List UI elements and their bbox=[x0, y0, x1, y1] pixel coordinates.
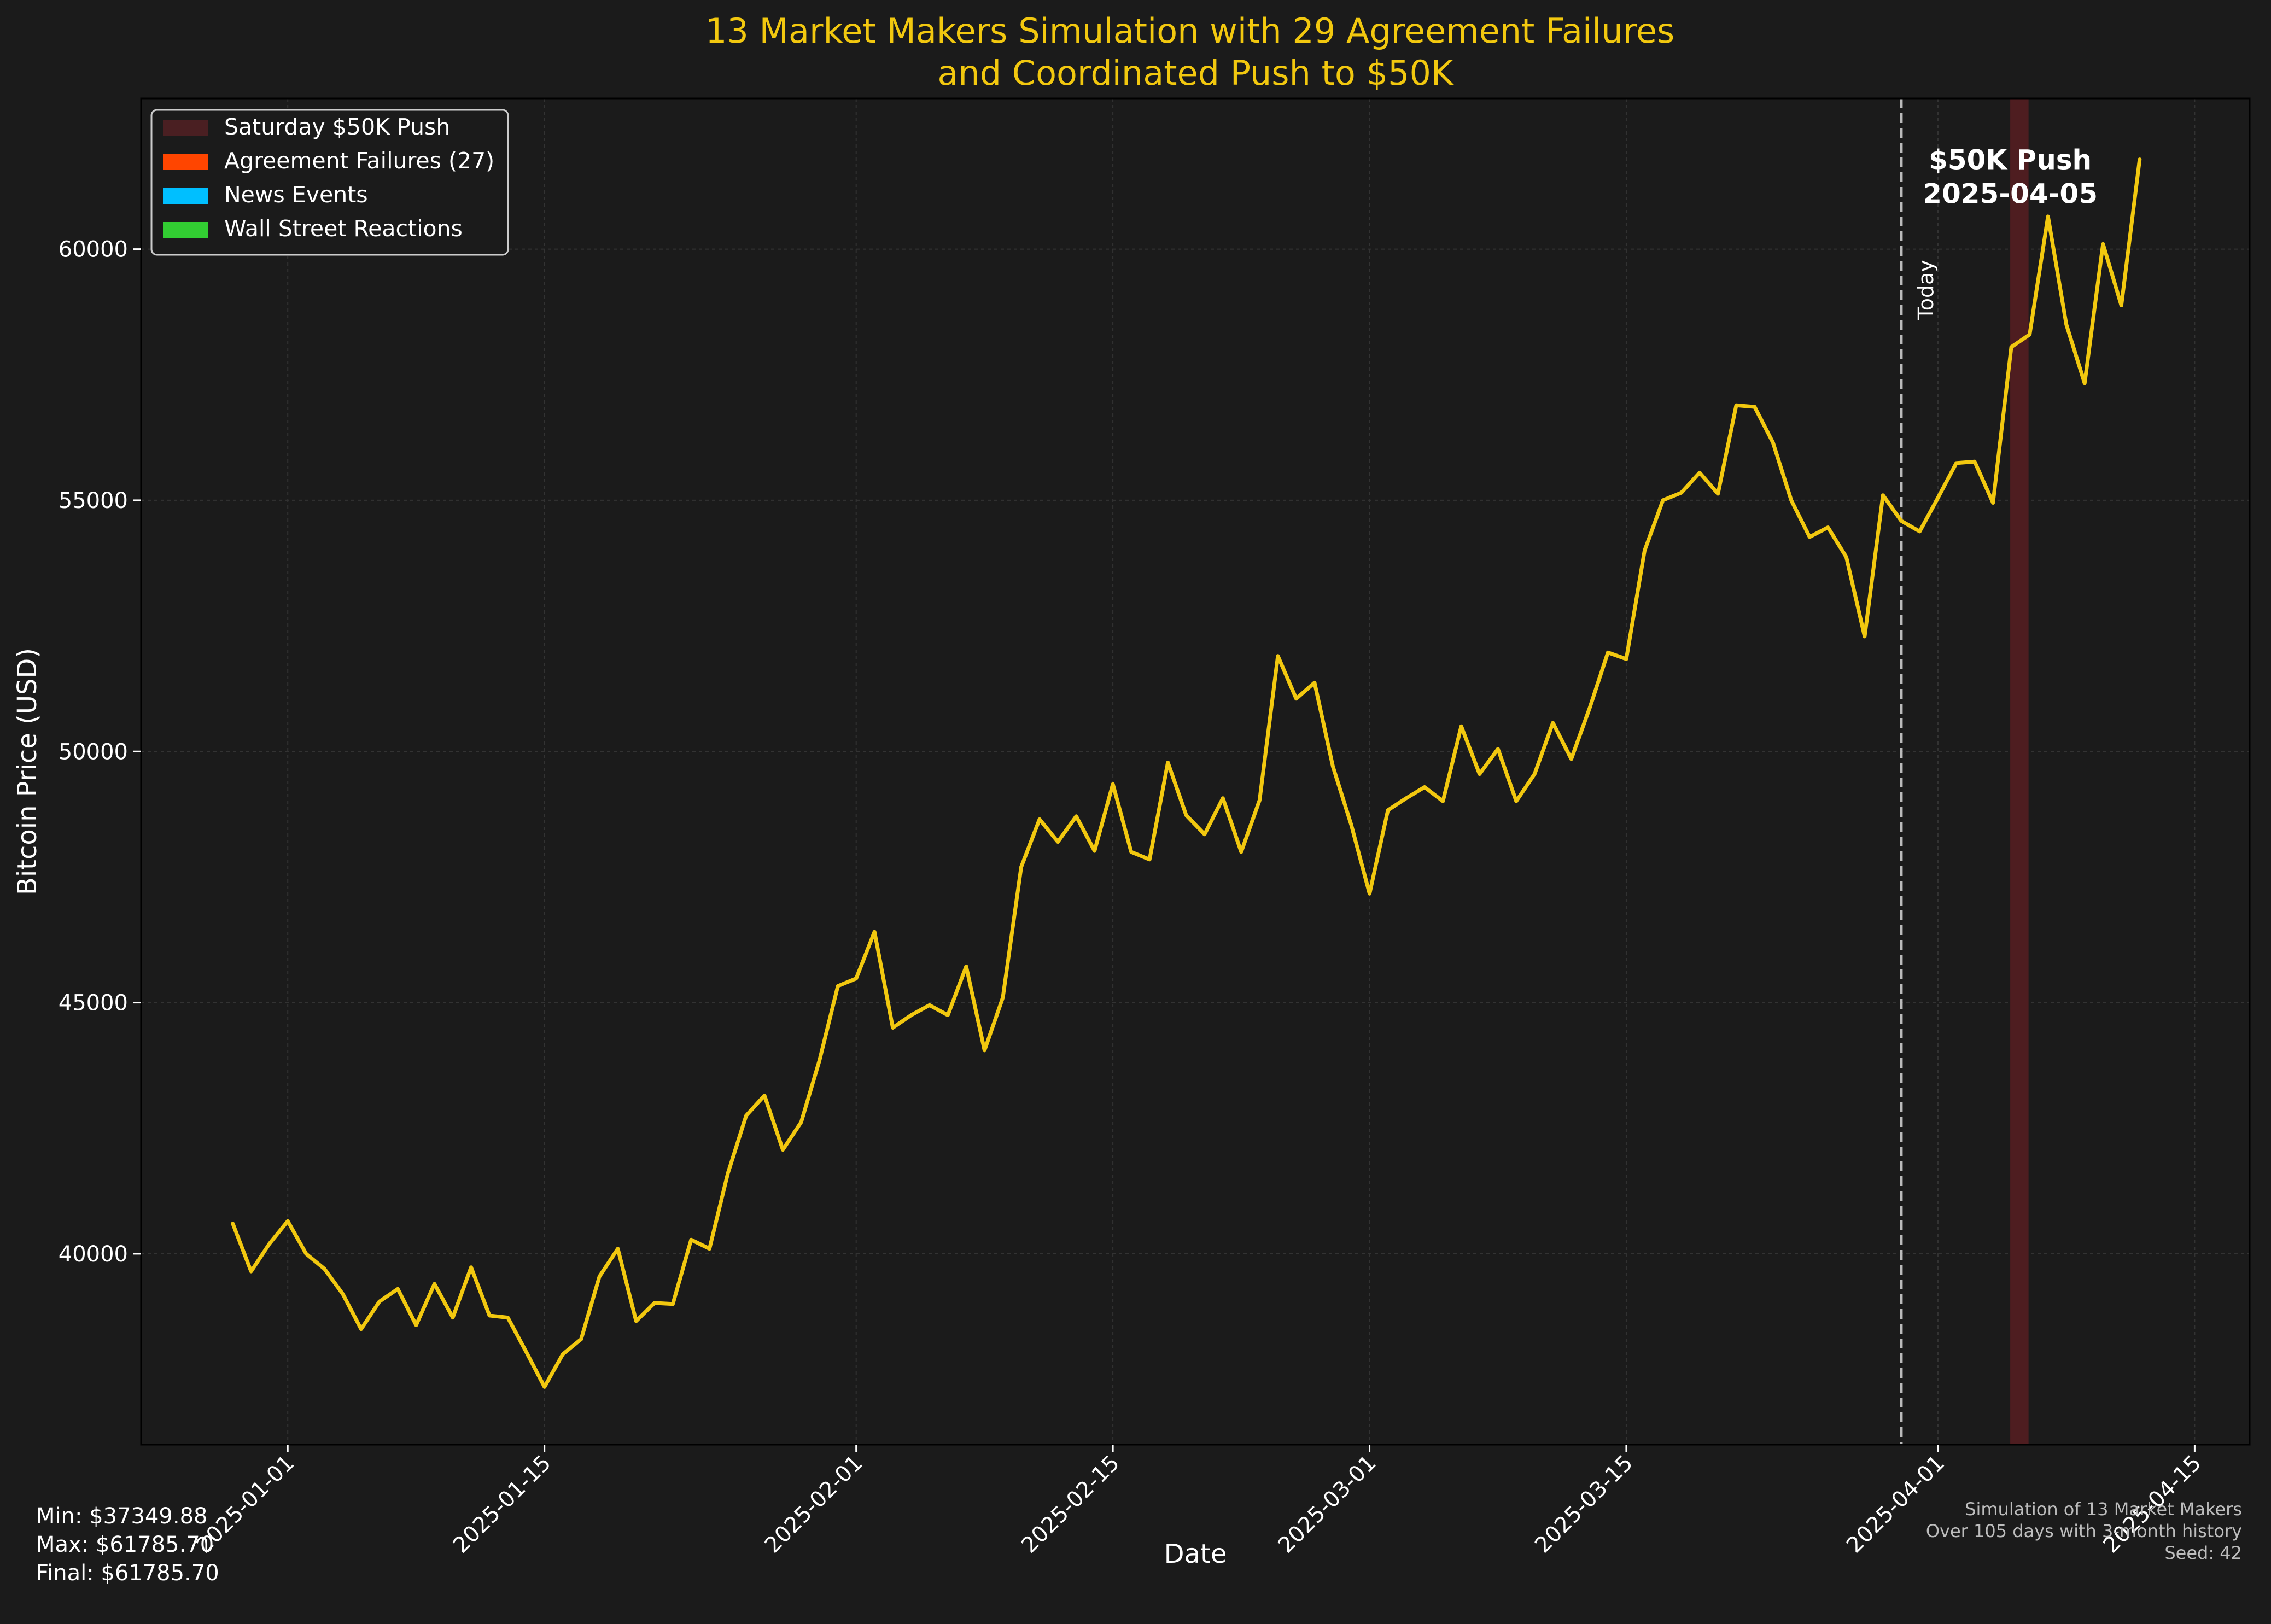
y-tick-label: 50000 bbox=[59, 739, 128, 764]
y-tick-label: 40000 bbox=[59, 1242, 128, 1267]
legend-entry-label: Saturday $50K Push bbox=[224, 114, 450, 140]
footer-line: Seed: 42 bbox=[2164, 1543, 2242, 1563]
grid bbox=[141, 98, 2250, 1445]
y-axis: 40000 45000 50000 55000 60000 bbox=[59, 237, 141, 1267]
stats-line: Max: $61785.70 bbox=[36, 1532, 214, 1557]
legend-entry-label: Agreement Failures (27) bbox=[224, 148, 494, 174]
chart-title-line-2: and Coordinated Push to $50K bbox=[937, 53, 1453, 93]
price-series-line bbox=[231, 157, 2142, 1389]
stats-line: Min: $37349.88 bbox=[36, 1504, 207, 1529]
annotation-line-2: 2025-04-05 bbox=[1923, 178, 2098, 210]
y-tick-label: 45000 bbox=[59, 991, 128, 1016]
annotation-line-1: $50K Push bbox=[1929, 144, 2092, 176]
today-label: Today bbox=[1914, 260, 1938, 320]
chart-title-line-1: 13 Market Makers Simulation with 29 Agre… bbox=[705, 11, 1674, 51]
footer-line: Simulation of 13 Market Makers bbox=[1965, 1499, 2242, 1520]
series-layer bbox=[231, 157, 2142, 1389]
today-layer: Today bbox=[1900, 98, 1938, 1445]
chart-title: 13 Market Makers Simulation with 29 Agre… bbox=[705, 11, 1685, 93]
footer-line: Over 105 days with 3-month history bbox=[1926, 1521, 2242, 1541]
stats-line: Final: $61785.70 bbox=[36, 1561, 219, 1586]
legend-entry-label: News Events bbox=[224, 182, 368, 208]
push-band bbox=[2010, 98, 2029, 1445]
legend-swatch bbox=[163, 222, 208, 238]
x-axis-label: Date bbox=[1164, 1539, 1227, 1569]
legend-box bbox=[150, 109, 509, 256]
stats-block: Min: $37349.88 Max: $61785.70 Final: $6178… bbox=[36, 1504, 219, 1586]
y-tick-label: 55000 bbox=[59, 488, 128, 513]
push-band-layer bbox=[2010, 98, 2029, 1445]
plot-frame bbox=[140, 97, 2251, 1446]
legend-entry-label: Wall Street Reactions bbox=[224, 215, 463, 242]
legend-swatch bbox=[163, 188, 208, 204]
y-axis-label: Bitcoin Price (USD) bbox=[12, 648, 43, 895]
legend-swatch bbox=[163, 154, 208, 170]
y-tick-label: 60000 bbox=[59, 237, 128, 262]
legend-swatch bbox=[163, 120, 208, 136]
legend: Saturday $50K Push Agreement Failures (27… bbox=[150, 109, 509, 256]
